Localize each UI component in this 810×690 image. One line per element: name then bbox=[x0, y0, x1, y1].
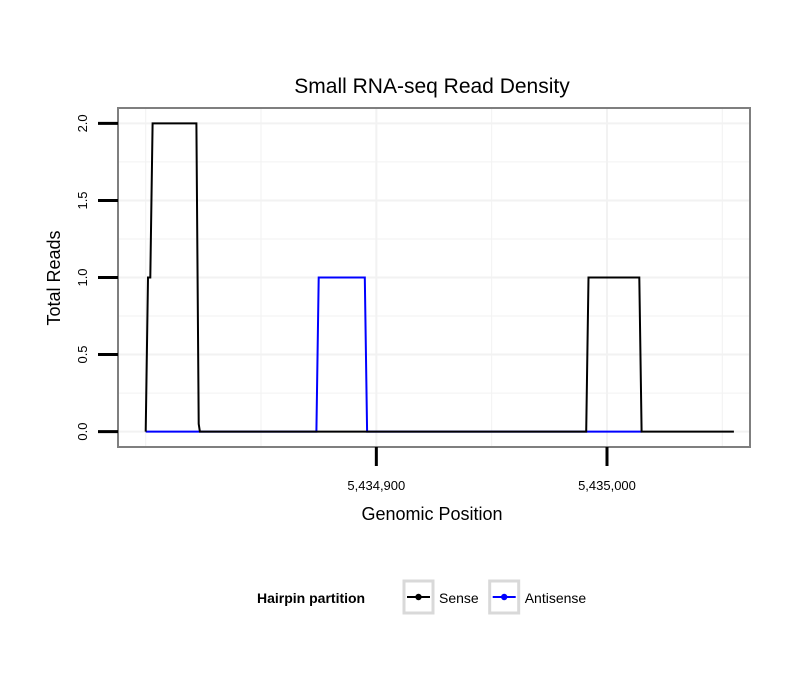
legend: Hairpin partition Sense Antisense bbox=[257, 579, 587, 615]
y-axis: 0.0 0.5 1.0 1.5 2.0 bbox=[75, 114, 118, 441]
series-line-sense bbox=[144, 122, 734, 433]
y-tick-label: 0.0 bbox=[75, 423, 90, 441]
y-axis-label: Total Reads bbox=[44, 230, 64, 325]
x-axis-label: Genomic Position bbox=[361, 504, 502, 524]
legend-key-point bbox=[415, 593, 422, 601]
legend-key-point bbox=[501, 593, 508, 601]
legend-label: Antisense bbox=[525, 590, 587, 606]
grid bbox=[118, 108, 750, 447]
series-lines bbox=[144, 122, 734, 433]
y-tick-label: 2.0 bbox=[75, 114, 90, 132]
y-tick-label: 1.5 bbox=[75, 191, 90, 209]
legend-entry-sense: Sense bbox=[402, 579, 479, 615]
x-axis: 5,434,900 5,435,000 bbox=[347, 447, 636, 493]
y-tick-label: 1.0 bbox=[75, 268, 90, 286]
y-tick-label: 0.5 bbox=[75, 345, 90, 363]
legend-title: Hairpin partition bbox=[257, 590, 365, 606]
legend-label: Sense bbox=[439, 590, 479, 606]
chart-title: Small RNA-seq Read Density bbox=[294, 75, 570, 98]
legend-entry-antisense: Antisense bbox=[488, 579, 587, 615]
x-tick-label: 5,435,000 bbox=[578, 478, 636, 493]
x-tick-label: 5,434,900 bbox=[347, 478, 405, 493]
